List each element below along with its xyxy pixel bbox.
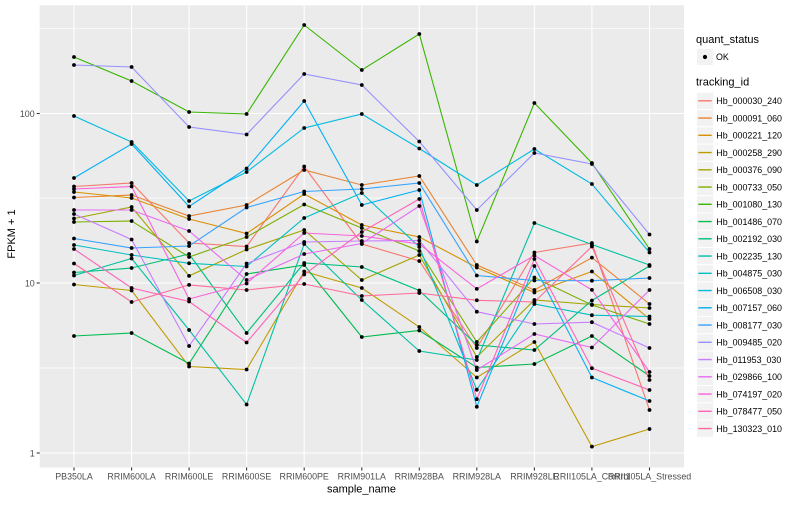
- svg-text:Hb_011953_030: Hb_011953_030: [716, 355, 781, 365]
- svg-text:Hb_130323_010: Hb_130323_010: [716, 424, 782, 434]
- svg-text:FPKM + 1: FPKM + 1: [6, 209, 18, 258]
- svg-text:tracking_id: tracking_id: [696, 76, 749, 88]
- svg-text:Hb_002235_130: Hb_002235_130: [716, 251, 782, 261]
- svg-text:RRIM600LA: RRIM600LA: [107, 471, 155, 481]
- svg-text:Hb_002192_030: Hb_002192_030: [716, 234, 782, 244]
- svg-text:Hb_007157_060: Hb_007157_060: [716, 303, 782, 313]
- svg-text:Hb_000091_060: Hb_000091_060: [716, 113, 782, 123]
- svg-text:RRIM928BA: RRIM928BA: [395, 471, 444, 481]
- svg-text:Hb_000733_050: Hb_000733_050: [716, 182, 782, 192]
- svg-text:10: 10: [25, 278, 35, 288]
- svg-text:Hb_029866_100: Hb_029866_100: [716, 372, 782, 382]
- svg-text:Hb_078477_050: Hb_078477_050: [716, 407, 782, 417]
- svg-text:OK: OK: [716, 52, 729, 62]
- svg-text:RRIM928LA: RRIM928LA: [453, 471, 501, 481]
- svg-text:RRIM600LE: RRIM600LE: [165, 471, 213, 481]
- svg-text:Hb_008177_030: Hb_008177_030: [716, 320, 782, 330]
- svg-text:Hb_000221_120: Hb_000221_120: [716, 131, 782, 141]
- svg-text:quant_status: quant_status: [696, 34, 759, 46]
- svg-text:100: 100: [20, 109, 35, 119]
- svg-text:RRIM928LE: RRIM928LE: [510, 471, 558, 481]
- svg-text:Hb_004875_030: Hb_004875_030: [716, 269, 782, 279]
- svg-text:Hb_000376_090: Hb_000376_090: [716, 165, 782, 175]
- svg-text:Hb_009485_020: Hb_009485_020: [716, 338, 782, 348]
- svg-text:RRII105LA_Control: RRII105LA_Control: [553, 471, 630, 481]
- svg-text:RRIM901LA: RRIM901LA: [338, 471, 386, 481]
- svg-text:Hb_001080_130: Hb_001080_130: [716, 200, 782, 210]
- svg-text:Hb_006508_030: Hb_006508_030: [716, 286, 782, 296]
- svg-text:1: 1: [30, 448, 35, 458]
- svg-text:Hb_001486_070: Hb_001486_070: [716, 217, 782, 227]
- svg-text:Hb_000030_240: Hb_000030_240: [716, 96, 782, 106]
- svg-text:RRIM600SE: RRIM600SE: [222, 471, 271, 481]
- svg-text:Hb_000258_290: Hb_000258_290: [716, 148, 782, 158]
- svg-text:RRII105LA_Stressed: RRII105LA_Stressed: [608, 471, 691, 481]
- svg-text:RRIM600PE: RRIM600PE: [280, 471, 329, 481]
- svg-text:Hb_074197_020: Hb_074197_020: [716, 389, 782, 399]
- svg-text:sample_name: sample_name: [327, 484, 396, 496]
- svg-text:PB350LA: PB350LA: [55, 471, 93, 481]
